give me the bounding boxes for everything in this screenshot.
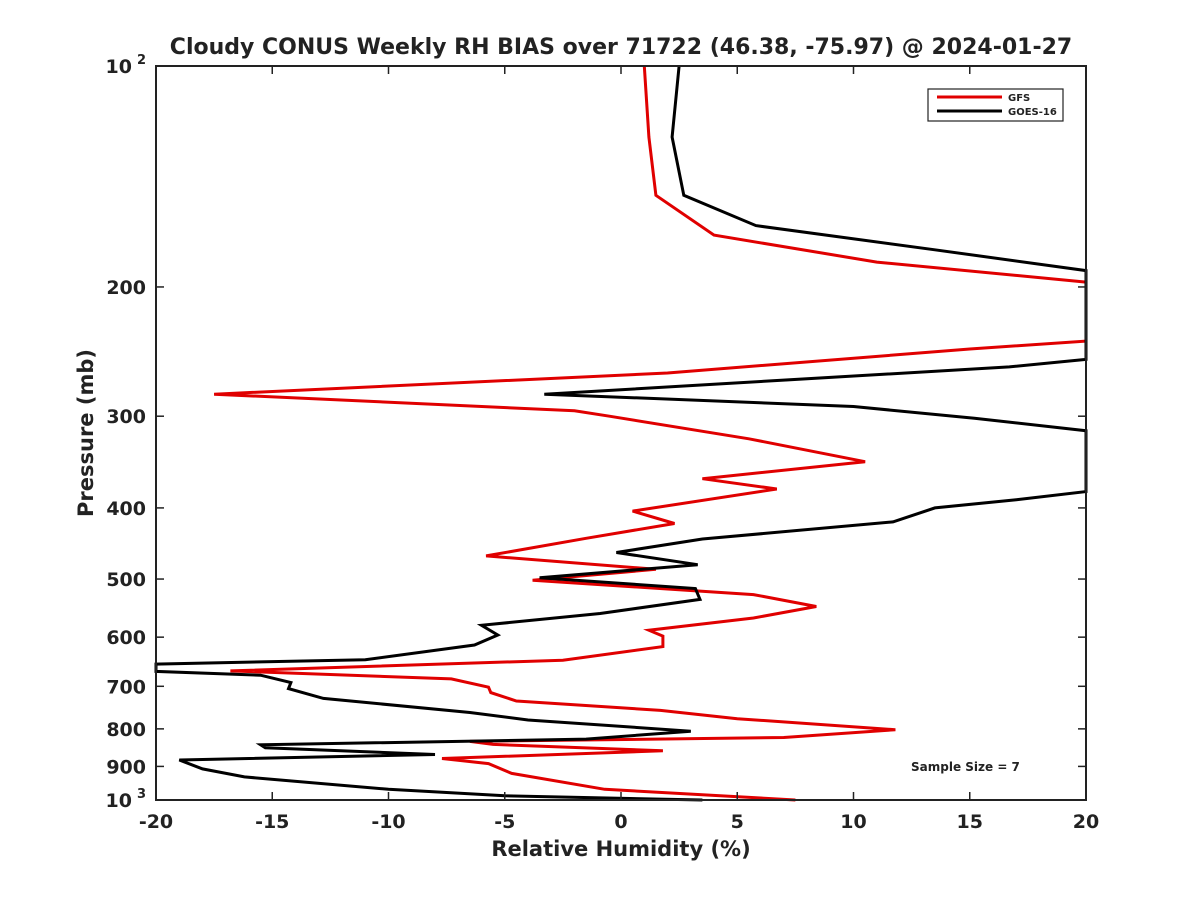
chart-title: Cloudy CONUS Weekly RH BIAS over 71722 (… <box>170 35 1072 60</box>
y-tick-label: 900 <box>106 756 146 778</box>
legend-label: GOES-16 <box>1008 107 1057 118</box>
legend-box <box>927 88 1064 122</box>
legend: GFS GOES-16 <box>927 88 1064 122</box>
y-tick-label: 600 <box>106 627 146 649</box>
y-tick-label: 10 <box>106 790 132 812</box>
y-axis-label: Pressure (mb) <box>74 349 98 517</box>
x-tick-label: 10 <box>840 811 866 833</box>
x-tick-label: -10 <box>371 811 405 833</box>
y-tick-exponent: 3 <box>137 787 146 802</box>
y-tick-label: 400 <box>106 498 146 520</box>
x-tick-label: -5 <box>494 811 515 833</box>
series-line-goes-16 <box>154 65 1088 802</box>
y-axis-ticks: 10 2 200 300 400 500 600 700 800 900 10 3 <box>106 53 1086 812</box>
y-tick-exponent: 2 <box>137 53 146 68</box>
x-tick-label: -20 <box>139 811 173 833</box>
sample-size-annotation: Sample Size = 7 <box>911 760 1020 774</box>
y-tick-label: 200 <box>106 277 146 299</box>
x-axis-ticks: -20 -15 -10 -5 0 5 10 15 20 <box>139 66 1099 833</box>
y-tick-label: 300 <box>106 406 146 428</box>
y-tick-label: 800 <box>106 719 146 741</box>
x-tick-label: 0 <box>614 811 627 833</box>
x-axis-label: Relative Humidity (%) <box>491 837 750 861</box>
series-line-gfs <box>214 65 1088 802</box>
y-tick-label: 700 <box>106 676 146 698</box>
x-tick-label: 15 <box>957 811 983 833</box>
series-layer <box>154 65 1088 802</box>
x-tick-label: 5 <box>731 811 744 833</box>
x-tick-label: 20 <box>1073 811 1099 833</box>
y-tick-label: 500 <box>106 569 146 591</box>
x-tick-label: -15 <box>255 811 289 833</box>
legend-label: GFS <box>1008 93 1030 104</box>
y-tick-label: 10 <box>106 56 132 78</box>
